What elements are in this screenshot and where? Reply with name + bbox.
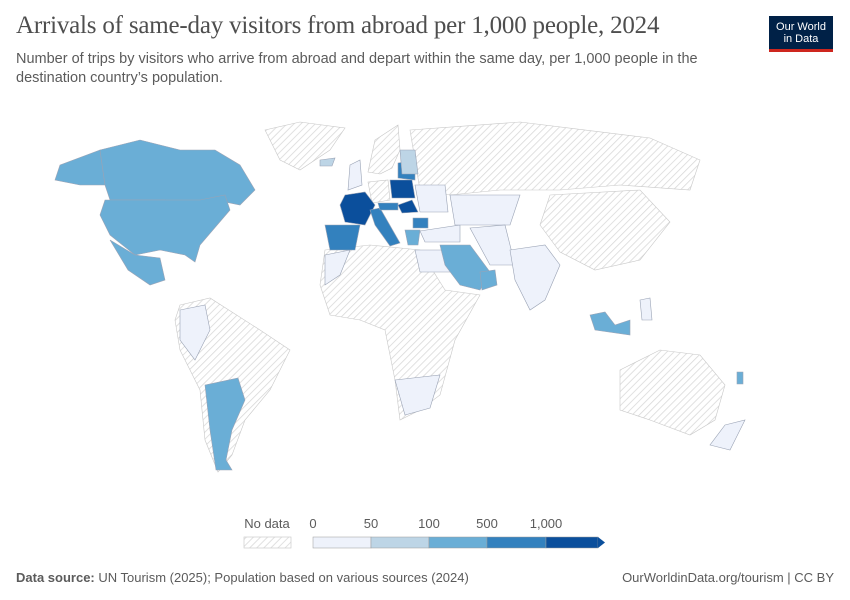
chart-title: Arrivals of same-day visitors from abroa… bbox=[16, 12, 660, 39]
country-spain[interactable] bbox=[324, 224, 361, 251]
country-argentina[interactable] bbox=[204, 377, 246, 471]
legend-tick-label: 50 bbox=[363, 516, 379, 531]
country-china[interactable] bbox=[539, 189, 671, 271]
country-usa[interactable] bbox=[99, 194, 231, 263]
legend-tick-label: 0 bbox=[309, 516, 317, 531]
country-bulgaria[interactable] bbox=[412, 217, 429, 229]
owid-logo[interactable]: Our World in Data bbox=[769, 16, 833, 52]
data-source: Data source: UN Tourism (2025); Populati… bbox=[16, 570, 469, 585]
country-germany[interactable] bbox=[367, 179, 391, 204]
country-france[interactable] bbox=[339, 191, 376, 226]
country-new-zealand[interactable] bbox=[709, 419, 746, 451]
country-greenland[interactable] bbox=[264, 121, 346, 171]
source-url-link[interactable]: OurWorldinData.org/tourism | CC BY bbox=[622, 570, 834, 585]
country-colombia-peru[interactable] bbox=[179, 304, 211, 361]
source-text: UN Tourism (2025); Population based on v… bbox=[94, 570, 469, 585]
source-label: Data source: bbox=[16, 570, 95, 585]
country-australia[interactable] bbox=[619, 349, 726, 436]
country-philippines[interactable] bbox=[639, 297, 653, 321]
country-morocco[interactable] bbox=[324, 249, 351, 286]
legend-bin-swatch[interactable] bbox=[312, 536, 372, 549]
color-legend: No data 0 50 100 500 1,000 bbox=[0, 500, 850, 560]
legend-bin-swatch[interactable] bbox=[428, 536, 488, 549]
country-malaysia[interactable] bbox=[589, 311, 631, 336]
country-alaska[interactable] bbox=[54, 149, 106, 186]
country-austria[interactable] bbox=[377, 202, 399, 211]
logo-line-1: Our World bbox=[776, 21, 826, 33]
country-south-africa[interactable] bbox=[394, 374, 441, 416]
country-oman[interactable] bbox=[479, 269, 498, 291]
legend-bin-swatch[interactable] bbox=[486, 536, 547, 549]
chart-subtitle: Number of trips by visitors who arrive f… bbox=[16, 51, 698, 86]
country-fiji[interactable] bbox=[736, 371, 744, 385]
country-kazakhstan[interactable] bbox=[449, 194, 521, 226]
country-ukraine[interactable] bbox=[414, 184, 449, 213]
country-india[interactable] bbox=[509, 244, 561, 311]
country-saudi-arabia[interactable] bbox=[439, 244, 491, 291]
country-iceland[interactable] bbox=[319, 157, 336, 167]
legend-tick-label: 100 bbox=[418, 516, 440, 531]
country-poland[interactable] bbox=[389, 179, 416, 199]
country-mexico[interactable] bbox=[109, 239, 166, 286]
legend-bin-swatch[interactable] bbox=[370, 536, 430, 549]
country-turkey[interactable] bbox=[419, 224, 461, 243]
legend-bin-swatch[interactable] bbox=[545, 536, 599, 549]
legend-tick-label: 1,000 bbox=[529, 516, 563, 531]
country-russia[interactable] bbox=[409, 121, 701, 196]
legend-no-data-label: No data bbox=[244, 516, 290, 531]
legend-open-end-arrow bbox=[598, 537, 605, 548]
logo-line-2: in Data bbox=[783, 33, 819, 45]
country-uk[interactable] bbox=[347, 159, 363, 191]
country-scandinavia[interactable] bbox=[367, 124, 401, 175]
legend-tick-label: 500 bbox=[476, 516, 498, 531]
country-greece[interactable] bbox=[404, 229, 421, 246]
world-map[interactable] bbox=[0, 100, 850, 500]
country-finland[interactable] bbox=[399, 149, 419, 175]
legend-no-data-swatch[interactable] bbox=[243, 536, 292, 549]
country-italy[interactable] bbox=[369, 207, 401, 247]
country-hungary[interactable] bbox=[397, 199, 419, 214]
country-canada[interactable] bbox=[99, 139, 256, 211]
